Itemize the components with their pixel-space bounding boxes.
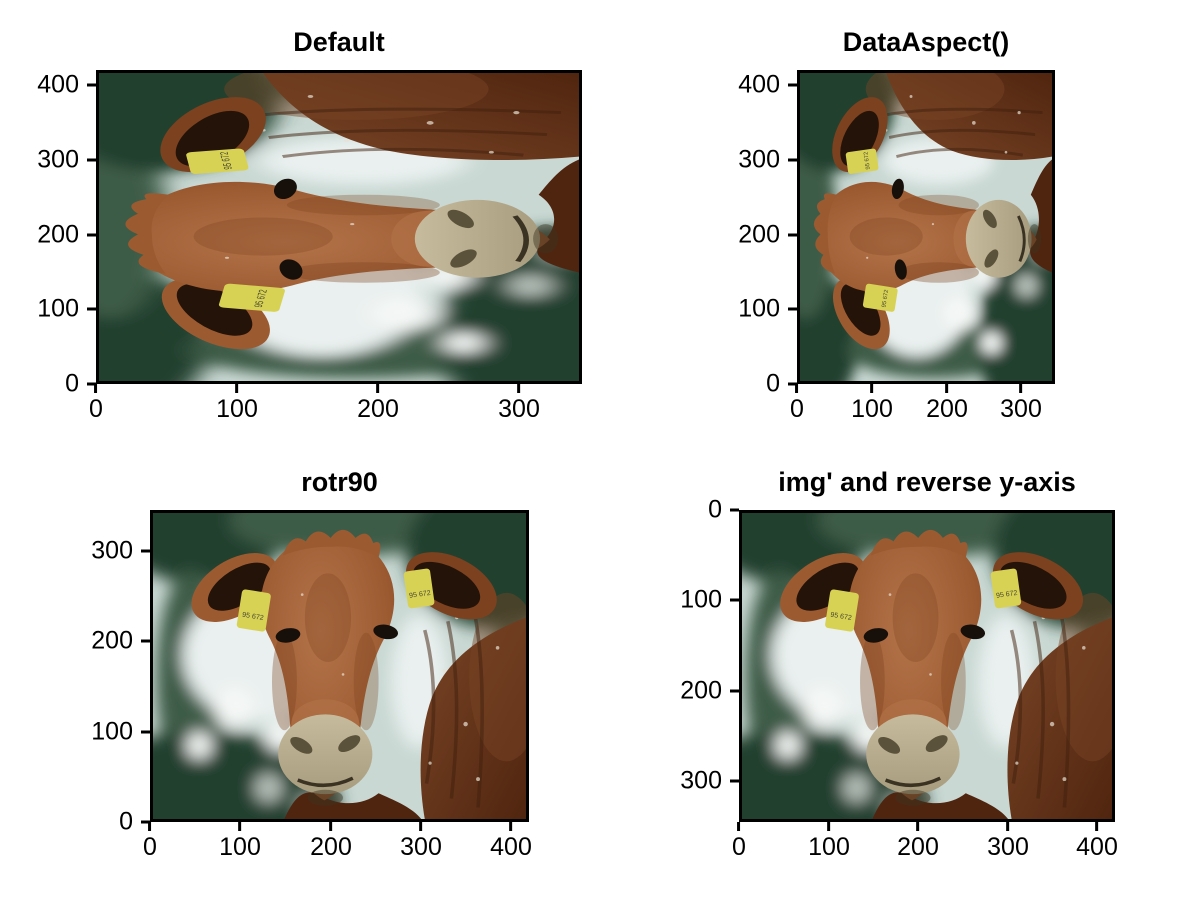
y-tick: 100	[91, 719, 150, 745]
plot-area-rotr90	[150, 510, 529, 822]
y-tick: 0	[65, 371, 96, 397]
x-tick: 300	[400, 822, 442, 860]
y-tick: 0	[708, 497, 739, 523]
x-tick: 300	[1000, 384, 1042, 422]
plot-area-transpose	[739, 510, 1115, 822]
y-tick: 300	[37, 147, 96, 173]
cow-image-upright	[742, 513, 1112, 819]
x-tick: 200	[926, 384, 968, 422]
y-tick: 200	[91, 628, 150, 654]
y-tick: 400	[37, 72, 96, 98]
x-tick: 200	[357, 384, 399, 422]
panel-transpose-reverse-y: img' and reverse y-axis 0 100 200 300 40…	[680, 468, 1118, 860]
x-tick: 0	[89, 384, 103, 422]
x-tick: 0	[732, 822, 746, 860]
x-tick: 0	[143, 822, 157, 860]
y-tick: 200	[37, 222, 96, 248]
panel-title: Default	[293, 27, 385, 58]
y-tick: 100	[680, 587, 739, 613]
plot-area-dataaspect	[797, 70, 1055, 384]
y-tick: 400	[738, 72, 797, 98]
x-tick: 0	[790, 384, 804, 422]
cow-image-rotated	[99, 73, 579, 381]
x-tick: 100	[851, 384, 893, 422]
panel-title: rotr90	[301, 467, 378, 498]
panel-title: img' and reverse y-axis	[778, 467, 1076, 498]
x-tick: 100	[219, 822, 261, 860]
y-tick: 300	[738, 147, 797, 173]
x-tick: 300	[498, 384, 540, 422]
cow-image-upright	[153, 513, 526, 819]
panel-rotr90: rotr90 0 100 200 300 400 0 100 200 300	[91, 468, 532, 860]
y-tick: 300	[680, 768, 739, 794]
cow-image-rotated	[800, 73, 1052, 381]
y-tick: 0	[119, 809, 150, 835]
y-tick: 100	[738, 296, 797, 322]
x-tick: 100	[808, 822, 850, 860]
panel-title: DataAspect()	[842, 27, 1010, 58]
y-tick: 100	[37, 296, 96, 322]
x-tick: 100	[216, 384, 258, 422]
x-tick: 200	[310, 822, 352, 860]
y-tick: 200	[738, 222, 797, 248]
x-tick: 400	[490, 822, 532, 860]
x-tick: 200	[897, 822, 939, 860]
panel-default: Default 0 100 200 300 0 100 200 300 400	[37, 28, 582, 422]
x-tick: 300	[987, 822, 1029, 860]
y-tick: 200	[680, 678, 739, 704]
panel-dataaspect: DataAspect() 0 100 200 300 0 100 200 300…	[738, 28, 1055, 422]
y-tick: 0	[766, 371, 797, 397]
y-tick: 300	[91, 538, 150, 564]
plot-area-default	[96, 70, 582, 384]
x-tick: 400	[1076, 822, 1118, 860]
